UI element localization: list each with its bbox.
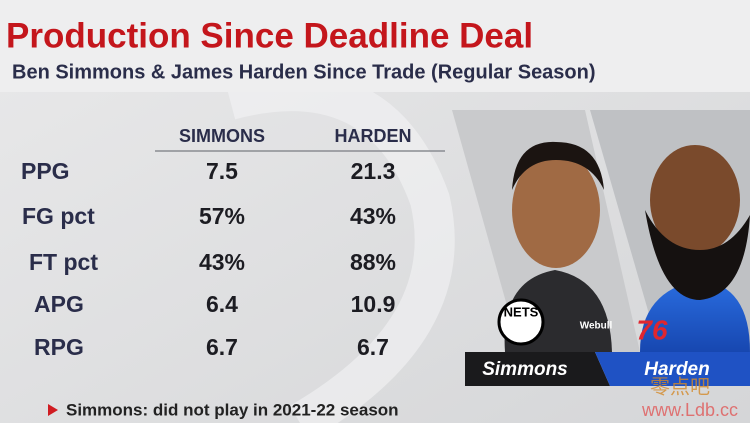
simmons-face	[512, 152, 600, 268]
bg-shape	[224, 71, 455, 428]
stat-value: 10.9	[351, 291, 396, 317]
stat-value: 88%	[350, 249, 396, 275]
stat-value: 6.4	[206, 291, 238, 317]
simmons-hair	[512, 141, 604, 190]
stat-value: 6.7	[357, 334, 389, 360]
row-label: FT pct	[29, 249, 98, 275]
stat-value: 43%	[350, 203, 396, 229]
stat-value: 7.5	[206, 158, 238, 184]
player-name: Harden	[644, 359, 709, 380]
simmons-name-box	[465, 352, 610, 386]
watermark: 零点吧	[650, 375, 710, 398]
watermark-site: www.Ldb.cc	[641, 400, 738, 420]
harden-beard	[645, 210, 750, 300]
subtitle: Ben Simmons & James Harden Since Trade (…	[12, 61, 596, 83]
row-label: APG	[34, 291, 84, 317]
stat-value: 57%	[199, 203, 245, 229]
harden-face	[650, 145, 740, 255]
harden-name-box	[595, 352, 750, 386]
stat-value: 21.3	[351, 158, 396, 184]
stat-value: 6.7	[206, 334, 238, 360]
stat-value: 43%	[199, 249, 245, 275]
nets-logo-text: NETS	[504, 304, 539, 319]
harden-jersey	[640, 280, 750, 352]
footnote-marker	[48, 404, 58, 416]
row-label: PPG	[21, 158, 70, 184]
player-name: Simmons	[482, 359, 568, 380]
stats-table: SIMMONS HARDEN PPG 7.5 21.3 FG pct 57% 43% FT pc…	[21, 126, 445, 360]
footnote: Simmons: did not play in 2021-22 season	[66, 400, 399, 419]
column-header: SIMMONS	[179, 126, 265, 146]
column-header: HARDEN	[334, 126, 411, 146]
sponsor: Webull	[580, 321, 613, 332]
title: Production Since Deadline Deal	[6, 16, 533, 55]
row-label: RPG	[34, 334, 84, 360]
nets-logo	[497, 298, 545, 346]
sixers-logo: 76	[636, 314, 668, 345]
header-band	[0, 0, 750, 92]
row-label: FG pct	[22, 203, 95, 229]
